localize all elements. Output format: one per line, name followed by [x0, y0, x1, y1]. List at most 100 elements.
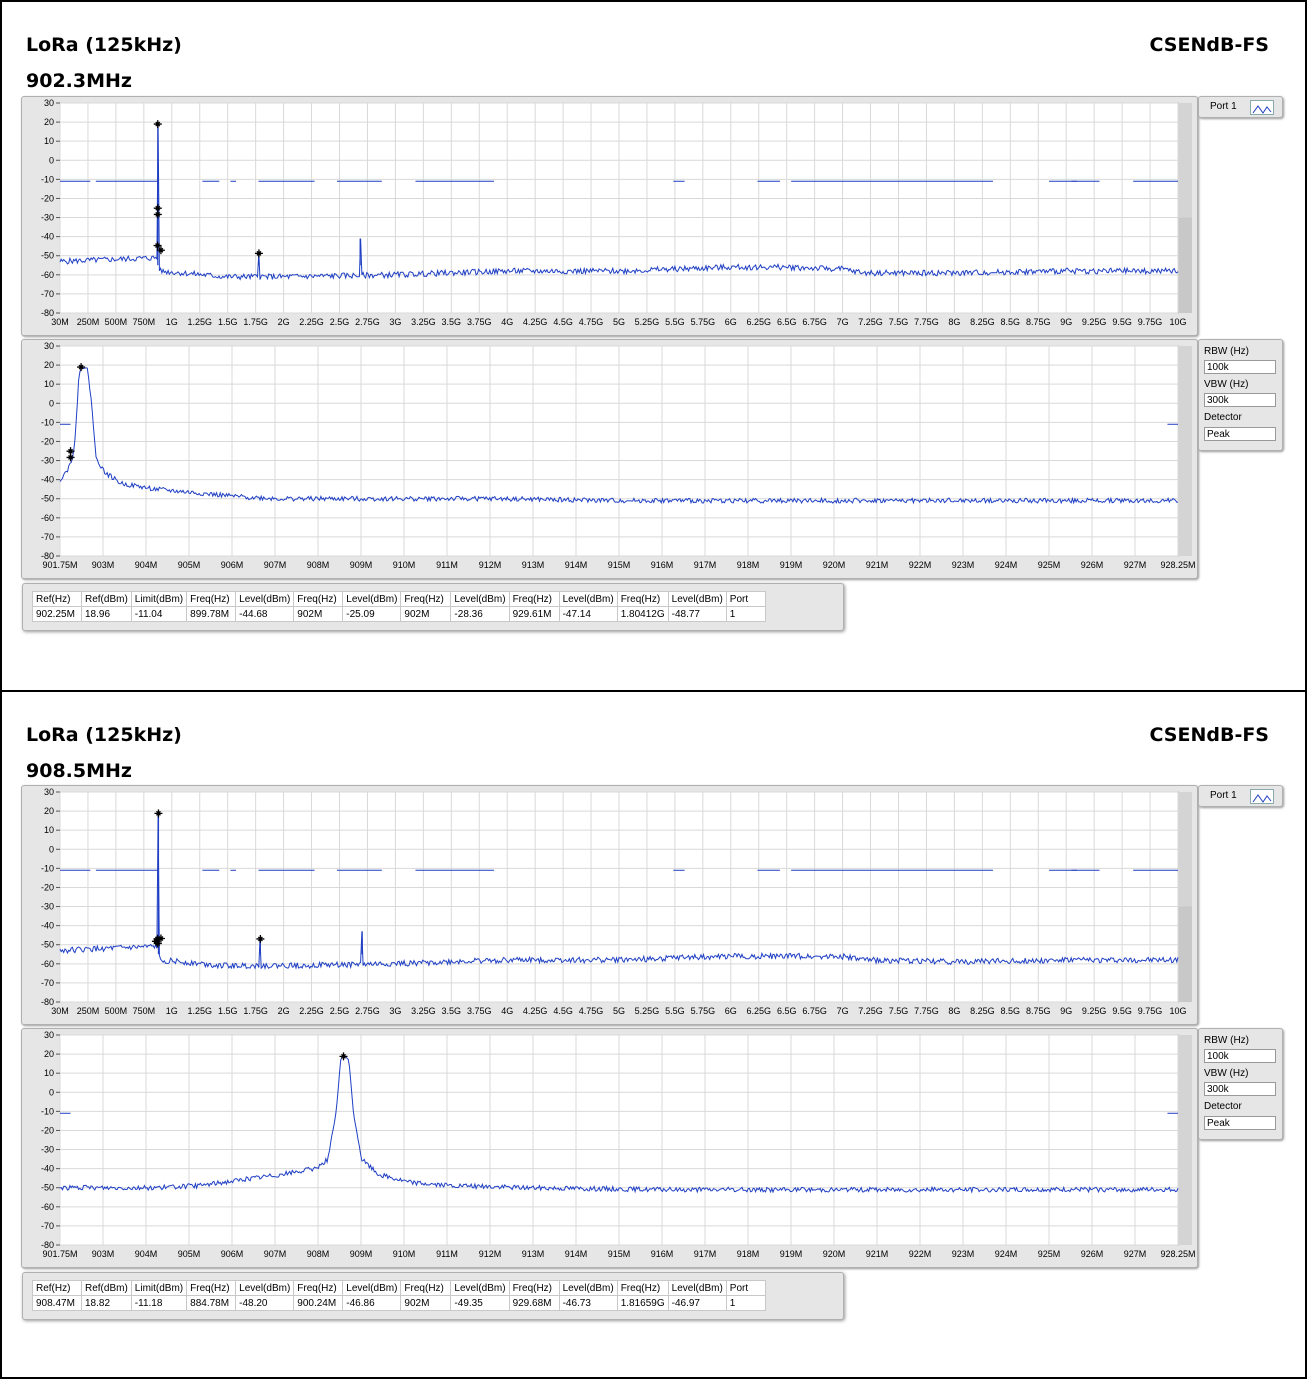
x-tick-label: 5.25G: [635, 317, 660, 327]
x-tick-label: 910M: [393, 1249, 416, 1259]
x-tick-label: 5.25G: [635, 1006, 660, 1016]
markers-header-cell: Limit(dBm): [130, 1280, 188, 1296]
x-tick-label: 920M: [823, 560, 846, 570]
rbw-field[interactable]: 100k: [1204, 360, 1276, 374]
x-tick-label: 922M: [909, 1249, 932, 1259]
rbw-label: RBW (Hz): [1204, 346, 1249, 357]
detector-field[interactable]: Peak: [1204, 427, 1276, 441]
markers-value-cell: 899.78M: [186, 606, 237, 622]
x-tick-label: 8.25G: [970, 317, 995, 327]
y-tick-label: -30: [41, 456, 54, 466]
x-tick-label: 1.25G: [187, 317, 212, 327]
y-tick-label: -50: [41, 251, 54, 261]
x-tick-label: 908M: [307, 560, 330, 570]
wideband-chart: 30M 250M 500M 750M 1G 1.25G 1.5G 1.75G 2G 2.25G 2.…: [21, 96, 1198, 336]
x-tick-label: 2.5G: [330, 317, 350, 327]
x-tick-label: 5.5G: [665, 1006, 685, 1016]
panel-2: LoRa (125kHz) 908.5MHz CSENdB-FS 30M 250M…: [0, 690, 1307, 1380]
x-tick-label: 8.25G: [970, 1006, 995, 1016]
markers-header-cell: Level(dBm): [235, 591, 295, 607]
x-tick-label: 6.5G: [777, 1006, 797, 1016]
markers-header-cell: Ref(dBm): [81, 591, 132, 607]
markers-value-cell: 18.82: [81, 1295, 132, 1311]
x-tick-label: 7.5G: [889, 317, 909, 327]
x-tick-label: 926M: [1081, 1249, 1104, 1259]
vbw-field[interactable]: 300k: [1204, 1082, 1276, 1096]
x-tick-label: 927M: [1124, 560, 1147, 570]
floor-region: [1178, 217, 1192, 313]
x-tick-label: 916M: [651, 1249, 674, 1259]
vbw-field[interactable]: 300k: [1204, 393, 1276, 407]
x-tick-label: 3.25G: [411, 1006, 436, 1016]
y-tick-label: -20: [41, 193, 54, 203]
peak-marker: [153, 120, 162, 129]
markers-header-cell: Port: [725, 591, 766, 607]
x-tick-label: 7G: [837, 317, 849, 327]
markers-header-cell: Level(dBm): [450, 591, 510, 607]
markers-value-cell: -47.14: [558, 606, 618, 622]
x-tick-label: 924M: [995, 1249, 1018, 1259]
y-tick-label: -30: [41, 902, 54, 912]
x-tick-label: 910M: [393, 560, 416, 570]
detector-field[interactable]: Peak: [1204, 1116, 1276, 1130]
y-tick-label: -50: [41, 494, 54, 504]
markers-header-cell: Freq(Hz): [616, 1280, 669, 1296]
markers-header-cell: Freq(Hz): [400, 591, 452, 607]
x-tick-label: 914M: [565, 1249, 588, 1259]
x-tick-label: 750M: [133, 317, 156, 327]
y-tick-label: -40: [41, 921, 54, 931]
markers-table-box: Ref(Hz) Ref(dBm) Limit(dBm) Freq(Hz) Level(d…: [22, 583, 844, 631]
y-tick-label: -70: [41, 978, 54, 988]
x-tick-label: 10G: [1169, 1006, 1186, 1016]
markers-value-cell: 929.68M: [508, 1295, 560, 1311]
markers-value-cell: 902M: [293, 606, 344, 622]
y-tick-label: -70: [41, 1221, 54, 1231]
markers-value-cell: 900.24M: [293, 1295, 344, 1311]
markers-value-cell: -48.77: [667, 606, 727, 622]
x-tick-label: 905M: [178, 560, 201, 570]
x-tick-label: 923M: [952, 560, 975, 570]
peak-marker: [256, 934, 265, 943]
peak-marker: [66, 453, 75, 462]
x-tick-label: 5.5G: [665, 317, 685, 327]
markers-value-cell: -49.35: [450, 1295, 510, 1311]
markers-value-cell: -11.04: [130, 606, 188, 622]
y-tick-label: -80: [41, 551, 54, 561]
x-tick-label: 2.75G: [355, 1006, 380, 1016]
rbw-field[interactable]: 100k: [1204, 1049, 1276, 1063]
x-tick-label: 2.25G: [299, 1006, 324, 1016]
x-tick-label: 1.5G: [218, 1006, 238, 1016]
trace-icon: [1250, 789, 1274, 804]
x-tick-label: 9G: [1060, 1006, 1072, 1016]
y-tick-label: 20: [44, 1049, 54, 1059]
vbw-label: VBW (Hz): [1204, 1068, 1249, 1079]
y-tick-label: 10: [44, 136, 54, 146]
x-tick-label: 4.75G: [579, 1006, 604, 1016]
y-tick-label: -80: [41, 1240, 54, 1250]
x-tick-label: 1G: [166, 1006, 178, 1016]
port-selector[interactable]: Port 1: [1198, 96, 1283, 118]
x-tick-label: 3G: [389, 317, 401, 327]
y-tick-label: -40: [41, 232, 54, 242]
y-tick-label: 20: [44, 806, 54, 816]
x-tick-label: 7.75G: [914, 1006, 939, 1016]
x-tick-label: 2.5G: [330, 1006, 350, 1016]
markers-header-cell: Freq(Hz): [186, 591, 237, 607]
markers-value-cell: 929.61M: [508, 606, 560, 622]
x-tick-label: 918M: [737, 560, 760, 570]
x-tick-label: 6.25G: [746, 317, 771, 327]
x-tick-label: 912M: [479, 1249, 502, 1259]
x-tick-label: 925M: [1038, 1249, 1061, 1259]
markers-header-cell: Freq(Hz): [293, 591, 344, 607]
x-tick-label: 5.75G: [691, 1006, 716, 1016]
x-tick-label: 2G: [278, 317, 290, 327]
port-selector[interactable]: Port 1: [1198, 785, 1283, 807]
panel-frequency: 902.3MHz: [26, 70, 132, 92]
x-tick-label: 912M: [479, 560, 502, 570]
peak-marker: [66, 447, 75, 456]
x-tick-label: 30M: [51, 317, 69, 327]
y-tick-label: -80: [41, 997, 54, 1007]
x-tick-label: 1.5G: [218, 317, 238, 327]
port-label: Port 1: [1210, 790, 1237, 801]
